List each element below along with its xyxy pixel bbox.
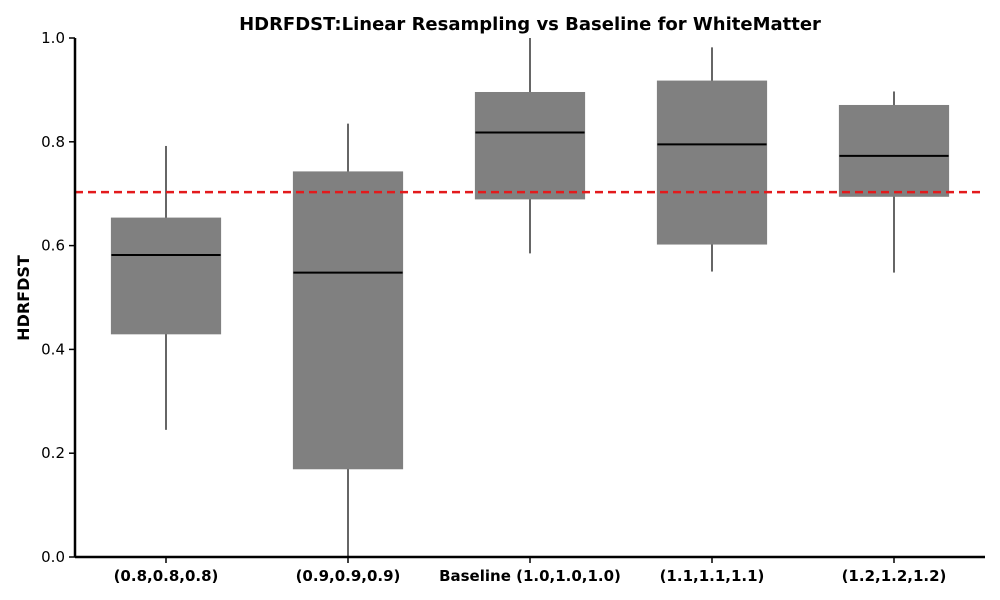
y-tick-label: 1.0 bbox=[41, 29, 65, 47]
y-tick-label: 0.0 bbox=[41, 548, 65, 566]
box-iqr bbox=[838, 104, 950, 197]
x-tick-label: Baseline (1.0,1.0,1.0) bbox=[439, 567, 621, 585]
box-group-3 bbox=[474, 38, 586, 254]
box-group-5 bbox=[838, 91, 950, 273]
box-group-2 bbox=[292, 123, 404, 557]
chart-title: HDRFDST:Linear Resampling vs Baseline fo… bbox=[239, 14, 821, 35]
x-tick-label: (0.8,0.8,0.8) bbox=[114, 567, 219, 585]
y-tick-label: 0.6 bbox=[41, 237, 65, 255]
axes: 0.0 0.2 0.4 0.6 0.8 1.0 (0.8,0.8,0.8) (0.9,0.9,… bbox=[41, 29, 985, 585]
box-iqr bbox=[656, 80, 768, 245]
box-group-1 bbox=[110, 145, 222, 430]
box-group-4 bbox=[656, 47, 768, 272]
y-tick-label: 0.4 bbox=[41, 340, 65, 358]
box-iqr bbox=[474, 91, 586, 200]
plot-area bbox=[110, 38, 950, 557]
x-tick-label: (1.2,1.2,1.2) bbox=[842, 567, 947, 585]
box-iqr bbox=[292, 171, 404, 470]
x-tick-label: (0.9,0.9,0.9) bbox=[296, 567, 401, 585]
y-tick-label: 0.8 bbox=[41, 133, 65, 151]
box-iqr bbox=[110, 217, 222, 335]
y-tick-label: 0.2 bbox=[41, 444, 65, 462]
y-axis-label: HDRFDST bbox=[14, 255, 33, 341]
x-tick-label: (1.1,1.1,1.1) bbox=[660, 567, 765, 585]
